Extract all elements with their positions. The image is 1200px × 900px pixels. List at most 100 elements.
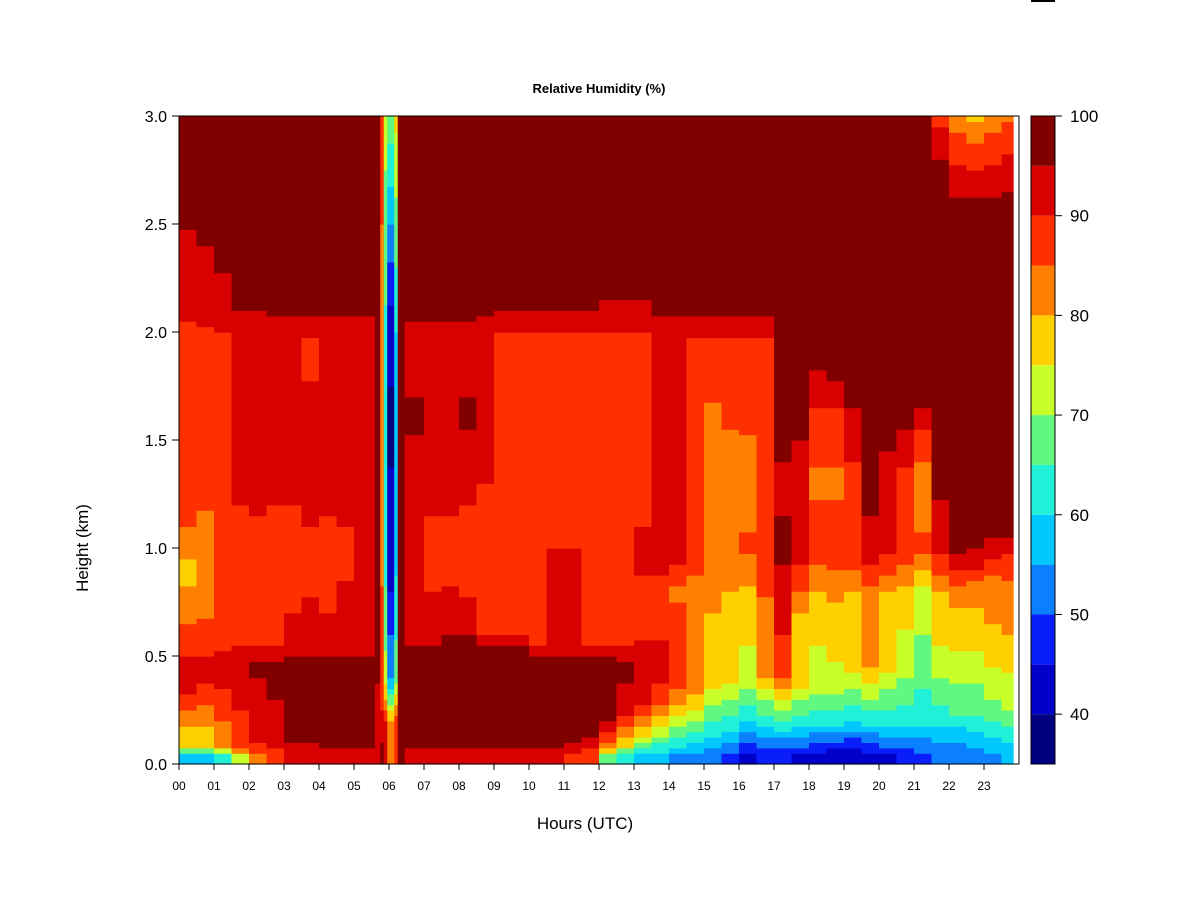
heatmap-cell [394, 585, 399, 592]
heatmap-cell [739, 191, 758, 198]
heatmap-cell [634, 467, 653, 473]
heatmap-cell [397, 515, 406, 522]
heatmap-cell [397, 278, 406, 284]
heatmap-cell [581, 618, 600, 625]
heatmap-cell [375, 305, 381, 311]
heatmap-cell [266, 353, 285, 360]
heatmap-cell [266, 747, 285, 754]
heatmap-cell [721, 521, 740, 527]
heatmap-cell [616, 564, 635, 571]
heatmap-cell [494, 380, 513, 387]
heatmap-cell [459, 272, 478, 279]
heatmap-cell [651, 715, 670, 722]
heatmap-cell [774, 418, 793, 425]
heatmap-cell [494, 661, 513, 668]
heatmap-cell [196, 688, 215, 695]
heatmap-cell [196, 359, 215, 365]
heatmap-cell [564, 634, 583, 641]
heatmap-cell [599, 213, 618, 220]
heatmap-cell [387, 548, 395, 554]
heatmap-cell [511, 288, 530, 295]
heatmap-cell [459, 218, 478, 225]
heatmap-cell [529, 332, 548, 338]
heatmap-cell [301, 305, 320, 311]
heatmap-cell [441, 666, 460, 673]
heatmap-cell [651, 229, 670, 236]
heatmap-cell [826, 553, 845, 560]
heatmap-cell [179, 564, 198, 571]
heatmap-cell [581, 553, 600, 560]
heatmap-cell [564, 704, 583, 711]
heatmap-cell [424, 407, 443, 414]
heatmap-cell [686, 429, 705, 436]
heatmap-cell [394, 305, 399, 311]
heatmap-cell [301, 645, 320, 652]
heatmap-cell [809, 202, 828, 209]
heatmap-cell [791, 418, 810, 425]
heatmap-cell [301, 661, 320, 668]
heatmap-cell [424, 288, 443, 295]
heatmap-cell [336, 639, 355, 646]
heatmap-cell [704, 153, 723, 160]
heatmap-cell [336, 348, 355, 355]
heatmap-cell [196, 353, 215, 360]
heatmap-cell [704, 170, 723, 176]
heatmap-cell [214, 364, 233, 371]
heatmap-cell [214, 747, 233, 754]
heatmap-cell [441, 456, 460, 463]
heatmap-cell [179, 180, 198, 187]
heatmap-cell [704, 548, 723, 554]
heatmap-cell [231, 256, 250, 263]
heatmap-cell [354, 132, 376, 139]
heatmap-cell [336, 585, 355, 592]
heatmap-cell [721, 747, 740, 754]
heatmap-cell [809, 186, 828, 193]
heatmap-cell [404, 677, 425, 684]
heatmap-cell [826, 737, 845, 743]
heatmap-cell [441, 510, 460, 517]
heatmap-cell [546, 429, 565, 436]
heatmap-cell [739, 229, 758, 236]
heatmap-cell [459, 650, 478, 657]
heatmap-cell [756, 391, 775, 398]
heatmap-cell [529, 472, 548, 479]
heatmap-cell [756, 278, 775, 284]
heatmap-cell [581, 612, 600, 619]
heatmap-cell [791, 537, 810, 544]
heatmap-cell [774, 683, 793, 689]
heatmap-cell [564, 483, 583, 490]
heatmap-cell [756, 121, 775, 128]
heatmap-cell [387, 645, 395, 652]
heatmap-cell [616, 348, 635, 355]
heatmap-cell [380, 353, 385, 360]
heatmap-cell [721, 305, 740, 311]
heatmap-cell [397, 650, 406, 657]
heatmap-cell [284, 321, 303, 328]
heatmap-cell [634, 602, 653, 608]
heatmap-cell [634, 126, 653, 133]
heatmap-cell [616, 310, 635, 317]
heatmap-cell [266, 213, 285, 220]
heatmap-cell [651, 683, 670, 689]
heatmap-cell [404, 407, 425, 414]
heatmap-cell [383, 234, 388, 241]
heatmap-cell [739, 402, 758, 409]
heatmap-cell [424, 348, 443, 355]
heatmap-cell [336, 283, 355, 290]
heatmap-cell [383, 164, 388, 171]
heatmap-cell [809, 294, 828, 301]
heatmap-cell [809, 704, 828, 711]
heatmap-cell [231, 645, 250, 652]
heatmap-cell [494, 618, 513, 625]
heatmap-cell [397, 310, 406, 317]
heatmap-cell [494, 278, 513, 284]
heatmap-cell [476, 310, 495, 317]
heatmap-cell [336, 288, 355, 295]
heatmap-cell [301, 710, 320, 716]
heatmap-cell [196, 656, 215, 662]
heatmap-cell [564, 677, 583, 684]
heatmap-cell [756, 218, 775, 225]
heatmap-cell [476, 666, 495, 673]
heatmap-cell [249, 234, 268, 241]
heatmap-cell [756, 612, 775, 619]
